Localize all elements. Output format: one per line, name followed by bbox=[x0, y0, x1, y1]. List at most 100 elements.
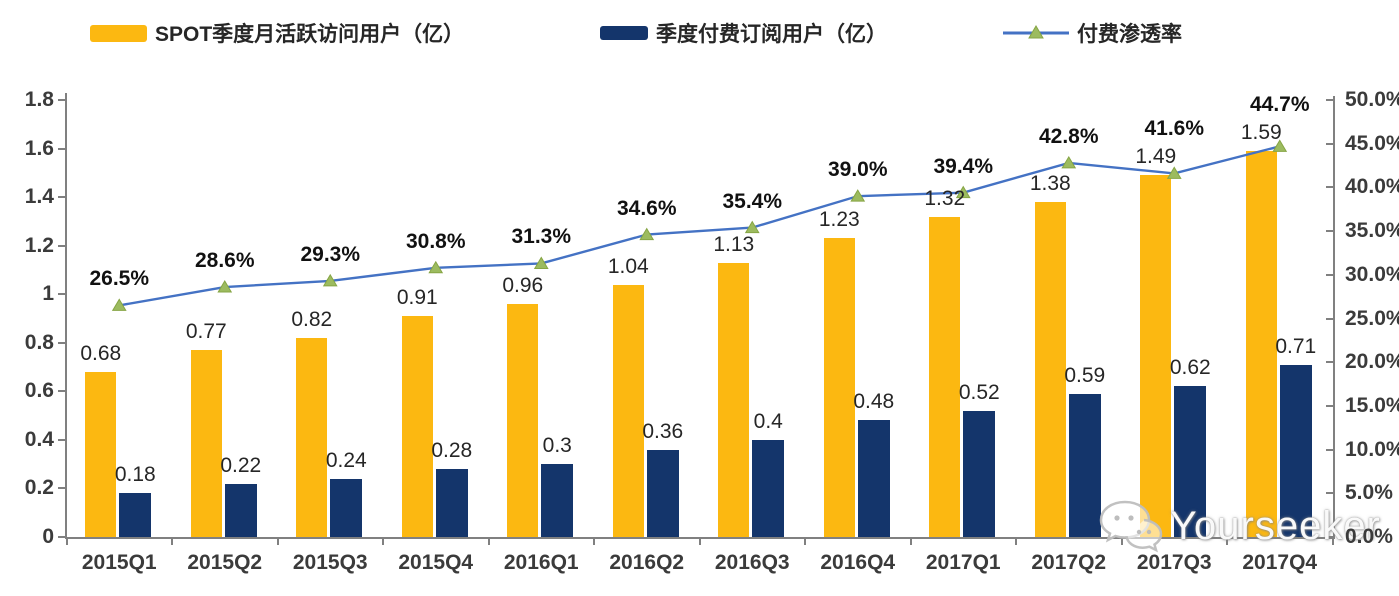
x-axis-category-label: 2016Q3 bbox=[714, 551, 790, 574]
subs-bar bbox=[857, 420, 890, 537]
penetration-marker-icon bbox=[428, 260, 444, 274]
mau-bar bbox=[929, 216, 961, 537]
y-axis-right-tick bbox=[1325, 361, 1333, 364]
subs-bar bbox=[1068, 393, 1101, 537]
y-axis-left-tick-label: 0.6 bbox=[24, 379, 54, 403]
mau-value-label: 1.38 bbox=[1029, 171, 1071, 195]
penetration-marker-icon bbox=[217, 280, 233, 293]
y-axis-right-tick-label: 25.0% bbox=[1345, 306, 1399, 330]
subs-bar bbox=[224, 483, 257, 537]
y-axis-left-tick-label: 0.4 bbox=[24, 427, 54, 451]
y-axis-right-tick bbox=[1325, 404, 1333, 407]
penetration-marker-icon bbox=[533, 256, 549, 269]
line-marker-legend-icon bbox=[1003, 25, 1069, 39]
subs-bar bbox=[541, 464, 574, 537]
y-axis-left-tick bbox=[58, 99, 65, 101]
y-axis-left-tick bbox=[58, 487, 65, 490]
mau-value-label: 0.68 bbox=[80, 341, 122, 365]
penetration-value-label: 41.6% bbox=[1144, 117, 1205, 141]
x-axis-category-label: 2015Q2 bbox=[187, 551, 263, 574]
y-axis-right-tick-label: 30.0% bbox=[1345, 262, 1399, 286]
y-axis-left-tick bbox=[58, 196, 65, 199]
penetration-value-label: 28.6% bbox=[194, 249, 255, 273]
subs-value-label: 0.59 bbox=[1064, 363, 1106, 387]
y-axis-left-tick bbox=[58, 438, 65, 441]
x-axis-category-label: 2016Q2 bbox=[609, 551, 685, 574]
legend-item-mau: SPOT季度月活跃访问用户（亿） bbox=[90, 18, 464, 48]
y-axis-right-tick bbox=[1325, 317, 1333, 320]
subs-value-label: 0.62 bbox=[1169, 356, 1211, 380]
penetration-legend-label: 付费渗透率 bbox=[1077, 23, 1182, 46]
subs-bar bbox=[119, 493, 152, 537]
mau-value-label: 0.77 bbox=[185, 320, 227, 344]
x-axis-category-label: 2017Q2 bbox=[1031, 551, 1107, 574]
y-axis-left-tick-label: 0 bbox=[42, 525, 54, 548]
mau-value-label: 1.32 bbox=[924, 186, 966, 210]
y-axis-left-tick bbox=[58, 341, 65, 344]
y-axis-right-tick-label: 35.0% bbox=[1345, 219, 1399, 243]
subs-value-label: 0.36 bbox=[642, 419, 684, 443]
x-axis-tick bbox=[382, 537, 384, 545]
y-axis-right-tick bbox=[1325, 448, 1333, 451]
subs-bar bbox=[752, 439, 785, 537]
subs-value-label: 0.4 bbox=[753, 409, 783, 433]
y-axis-left-tick bbox=[58, 390, 65, 393]
subs-value-label: 0.18 bbox=[114, 463, 156, 487]
legend-item-penetration: 付费渗透率 bbox=[1003, 18, 1182, 48]
mau-value-label: 1.04 bbox=[607, 254, 649, 278]
y-axis-right-tick-label: 10.0% bbox=[1345, 437, 1399, 461]
y-axis-left-tick-label: 0.8 bbox=[24, 330, 54, 354]
mau-value-label: 1.49 bbox=[1135, 145, 1177, 169]
subs-bar bbox=[435, 469, 468, 537]
x-axis-category-label: 2016Q4 bbox=[820, 551, 896, 574]
x-axis-tick bbox=[1226, 537, 1228, 545]
penetration-marker-icon bbox=[850, 189, 866, 202]
penetration-value-label: 39.4% bbox=[933, 154, 994, 178]
y-axis-left-tick-label: 1.8 bbox=[24, 88, 54, 111]
subs-value-label: 0.24 bbox=[325, 448, 367, 472]
y-axis-right bbox=[1332, 96, 1335, 539]
mau-value-label: 0.91 bbox=[396, 286, 438, 310]
mau-legend-swatch bbox=[90, 24, 147, 42]
y-axis-right-tick-label: 15.0% bbox=[1345, 393, 1399, 417]
mau-value-label: 1.23 bbox=[818, 208, 860, 232]
y-axis-right-tick bbox=[1325, 186, 1333, 189]
mau-bar bbox=[85, 371, 117, 537]
x-axis-category-label: 2015Q1 bbox=[81, 551, 157, 574]
y-axis-right-tick bbox=[1325, 492, 1333, 495]
x-axis-tick bbox=[276, 537, 279, 545]
x-axis-tick bbox=[171, 537, 173, 545]
x-axis-tick bbox=[593, 537, 595, 545]
x-axis-tick bbox=[698, 537, 701, 545]
y-axis-left-tick-label: 1.2 bbox=[24, 233, 54, 257]
penetration-value-label: 42.8% bbox=[1038, 124, 1099, 148]
y-axis-left-tick bbox=[58, 147, 65, 150]
y-axis-right-tick bbox=[1325, 230, 1333, 233]
penetration-value-label: 35.4% bbox=[722, 189, 783, 213]
watermark-text: Yourseeker bbox=[1170, 503, 1381, 548]
mau-legend-label: SPOT季度月活跃访问用户（亿） bbox=[155, 23, 465, 46]
mau-value-label: 1.59 bbox=[1240, 120, 1282, 144]
y-axis-left-tick bbox=[58, 244, 65, 247]
x-axis-tick bbox=[909, 537, 912, 545]
subs-bar bbox=[646, 449, 679, 537]
y-axis-right-tick-label: 5.0% bbox=[1345, 481, 1393, 505]
y-axis-left-tick bbox=[58, 293, 65, 296]
x-axis-tick bbox=[65, 537, 68, 545]
wechat-icon bbox=[1099, 500, 1163, 553]
penetration-line bbox=[119, 145, 1281, 307]
subs-value-label: 0.52 bbox=[958, 380, 1000, 404]
penetration-value-label: 30.8% bbox=[405, 229, 466, 253]
mau-value-label: 0.96 bbox=[502, 273, 544, 297]
x-axis-category-label: 2015Q4 bbox=[398, 551, 474, 574]
y-axis-left-tick-label: 1.6 bbox=[24, 136, 54, 160]
subs-value-label: 0.22 bbox=[220, 453, 262, 477]
mau-value-label: 1.13 bbox=[713, 232, 755, 256]
x-axis-category-label: 2017Q3 bbox=[1136, 551, 1212, 574]
y-axis-left-tick-label: 1 bbox=[42, 282, 54, 306]
x-axis-tick bbox=[1120, 537, 1123, 545]
x-axis-category-label: 2016Q1 bbox=[503, 551, 579, 574]
y-axis-right-tick-label: 45.0% bbox=[1345, 131, 1399, 155]
mau-value-label: 0.82 bbox=[291, 307, 333, 331]
penetration-marker-icon bbox=[744, 220, 760, 234]
